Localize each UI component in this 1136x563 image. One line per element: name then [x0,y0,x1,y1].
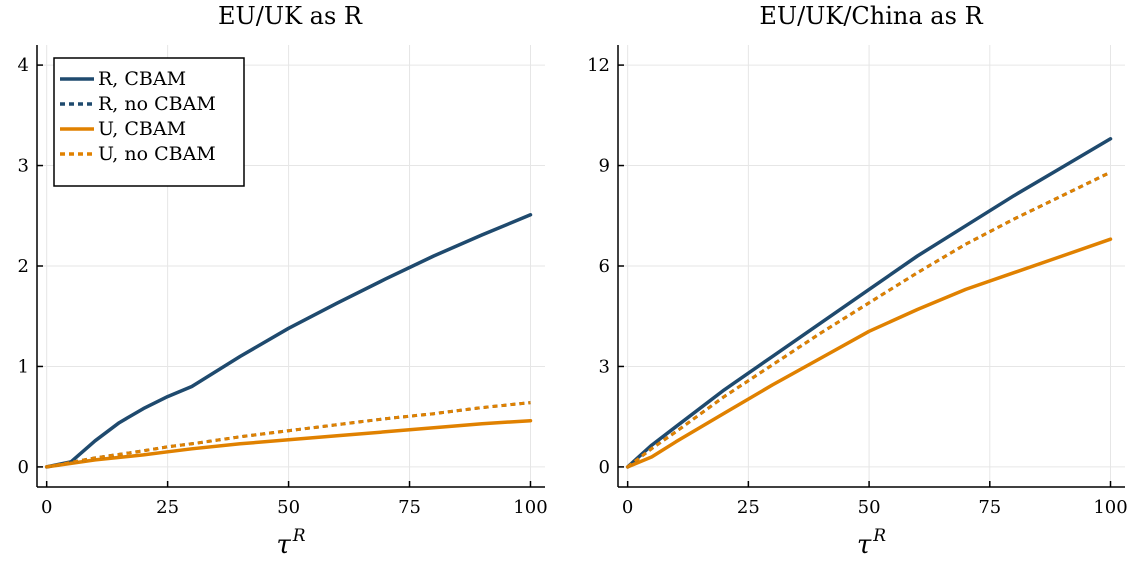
series-line-u-no-cbam [46,401,531,469]
y-tick-label: 4 [18,55,29,76]
y-tick-label: 3 [18,156,29,177]
y-tick-label: 0 [18,457,29,478]
x-axis-label-superscript: R [872,526,886,546]
y-tick-label: 0 [599,457,610,478]
x-tick-label: 0 [622,497,633,518]
x-tick-label: 25 [737,497,760,518]
y-tick-label: 2 [18,256,29,277]
legend-label: R, no CBAM [98,93,216,115]
legend-label: U, no CBAM [98,143,216,165]
y-tick-label: 3 [599,356,610,377]
x-tick-label: 50 [277,497,300,518]
x-tick-label: 75 [398,497,421,518]
y-tick-label: 1 [18,356,29,377]
x-tick-label: 100 [513,497,547,518]
x-axis-label-base: τ [857,530,872,560]
x-axis-label-superscript: R [292,526,306,546]
legend-label: R, CBAM [98,68,186,90]
x-axis-label-base: τ [276,530,291,560]
panel-title: EU/UK as R [218,2,363,30]
y-tick-label: 9 [599,156,610,177]
series-line-r-cbam [625,137,1113,469]
series-line-u-no-cbam [626,170,1112,469]
series-line-u-cbam [625,237,1113,469]
x-tick-label: 0 [41,497,52,518]
y-tick-label: 6 [599,256,610,277]
series-line-u-cbam [44,418,533,469]
panel-eu-uk-china: EU/UK/China as R 0 25 50 75 100 0 3 6 9 12 τ R [587,2,1128,560]
legend: R, CBAM R, no CBAM U, CBAM U, no CBAM [53,57,245,187]
y-tick-label: 12 [587,55,610,76]
x-tick-label: 50 [858,497,881,518]
x-tick-label: 75 [978,497,1001,518]
x-tick-label: 100 [1093,497,1127,518]
panel-title: EU/UK/China as R [759,2,983,30]
legend-label: U, CBAM [98,118,186,140]
series-line-r-cbam [44,213,533,469]
panel-eu-uk: EU/UK as R 0 25 50 75 100 0 1 2 3 4 τ R R, CBAM R, no… [18,2,548,560]
x-tick-label: 25 [156,497,179,518]
